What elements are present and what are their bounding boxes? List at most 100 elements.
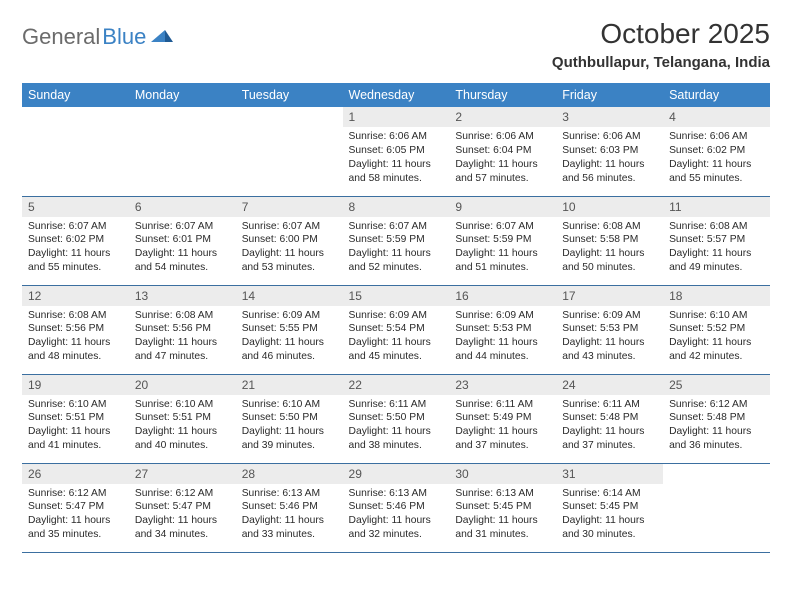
sunset-text: Sunset: 6:05 PM bbox=[349, 144, 444, 158]
calendar-cell bbox=[236, 107, 343, 196]
month-title: October 2025 bbox=[552, 18, 770, 50]
sunset-text: Sunset: 5:47 PM bbox=[135, 500, 230, 514]
sunrise-text: Sunrise: 6:11 AM bbox=[455, 398, 550, 412]
header: GeneralBlue October 2025 Quthbullapur, T… bbox=[22, 18, 770, 77]
calendar-cell: 12Sunrise: 6:08 AMSunset: 5:56 PMDayligh… bbox=[22, 285, 129, 374]
sunset-text: Sunset: 5:49 PM bbox=[455, 411, 550, 425]
sunset-text: Sunset: 5:46 PM bbox=[349, 500, 444, 514]
calendar-cell: 24Sunrise: 6:11 AMSunset: 5:48 PMDayligh… bbox=[556, 374, 663, 463]
sunrise-text: Sunrise: 6:12 AM bbox=[669, 398, 764, 412]
daylight-text: Daylight: 11 hours and 49 minutes. bbox=[669, 247, 764, 275]
sunrise-text: Sunrise: 6:14 AM bbox=[562, 487, 657, 501]
daylight-text: Daylight: 11 hours and 35 minutes. bbox=[28, 514, 123, 542]
sunset-text: Sunset: 6:00 PM bbox=[242, 233, 337, 247]
sunset-text: Sunset: 5:52 PM bbox=[669, 322, 764, 336]
calendar-cell: 26Sunrise: 6:12 AMSunset: 5:47 PMDayligh… bbox=[22, 463, 129, 552]
calendar-cell: 8Sunrise: 6:07 AMSunset: 5:59 PMDaylight… bbox=[343, 196, 450, 285]
calendar-cell: 29Sunrise: 6:13 AMSunset: 5:46 PMDayligh… bbox=[343, 463, 450, 552]
calendar-cell: 5Sunrise: 6:07 AMSunset: 6:02 PMDaylight… bbox=[22, 196, 129, 285]
sunset-text: Sunset: 5:56 PM bbox=[28, 322, 123, 336]
day-number: 13 bbox=[129, 286, 236, 306]
day-number: 6 bbox=[129, 197, 236, 217]
calendar-cell: 15Sunrise: 6:09 AMSunset: 5:54 PMDayligh… bbox=[343, 285, 450, 374]
sunrise-text: Sunrise: 6:07 AM bbox=[455, 220, 550, 234]
day-number: 18 bbox=[663, 286, 770, 306]
calendar-row: 5Sunrise: 6:07 AMSunset: 6:02 PMDaylight… bbox=[22, 196, 770, 285]
daylight-text: Daylight: 11 hours and 52 minutes. bbox=[349, 247, 444, 275]
calendar-row: 26Sunrise: 6:12 AMSunset: 5:47 PMDayligh… bbox=[22, 463, 770, 552]
day-body: Sunrise: 6:08 AMSunset: 5:57 PMDaylight:… bbox=[663, 217, 770, 280]
calendar-cell: 11Sunrise: 6:08 AMSunset: 5:57 PMDayligh… bbox=[663, 196, 770, 285]
calendar-cell: 7Sunrise: 6:07 AMSunset: 6:00 PMDaylight… bbox=[236, 196, 343, 285]
sunset-text: Sunset: 5:58 PM bbox=[562, 233, 657, 247]
col-tuesday: Tuesday bbox=[236, 83, 343, 107]
sunrise-text: Sunrise: 6:09 AM bbox=[349, 309, 444, 323]
sunset-text: Sunset: 5:45 PM bbox=[455, 500, 550, 514]
sunset-text: Sunset: 5:50 PM bbox=[349, 411, 444, 425]
sunset-text: Sunset: 6:02 PM bbox=[28, 233, 123, 247]
daylight-text: Daylight: 11 hours and 51 minutes. bbox=[455, 247, 550, 275]
day-body: Sunrise: 6:12 AMSunset: 5:47 PMDaylight:… bbox=[22, 484, 129, 547]
daylight-text: Daylight: 11 hours and 46 minutes. bbox=[242, 336, 337, 364]
day-number: 4 bbox=[663, 107, 770, 127]
sunset-text: Sunset: 5:54 PM bbox=[349, 322, 444, 336]
sunset-text: Sunset: 5:53 PM bbox=[562, 322, 657, 336]
daylight-text: Daylight: 11 hours and 47 minutes. bbox=[135, 336, 230, 364]
calendar-cell: 28Sunrise: 6:13 AMSunset: 5:46 PMDayligh… bbox=[236, 463, 343, 552]
day-body: Sunrise: 6:14 AMSunset: 5:45 PMDaylight:… bbox=[556, 484, 663, 547]
calendar-cell: 20Sunrise: 6:10 AMSunset: 5:51 PMDayligh… bbox=[129, 374, 236, 463]
calendar-cell: 1Sunrise: 6:06 AMSunset: 6:05 PMDaylight… bbox=[343, 107, 450, 196]
day-body: Sunrise: 6:08 AMSunset: 5:56 PMDaylight:… bbox=[129, 306, 236, 369]
sunset-text: Sunset: 5:45 PM bbox=[562, 500, 657, 514]
day-number: 23 bbox=[449, 375, 556, 395]
day-number: 9 bbox=[449, 197, 556, 217]
day-number: 10 bbox=[556, 197, 663, 217]
location: Quthbullapur, Telangana, India bbox=[552, 54, 770, 71]
col-thursday: Thursday bbox=[449, 83, 556, 107]
sunrise-text: Sunrise: 6:09 AM bbox=[562, 309, 657, 323]
day-body: Sunrise: 6:08 AMSunset: 5:56 PMDaylight:… bbox=[22, 306, 129, 369]
day-number: 27 bbox=[129, 464, 236, 484]
day-number: 21 bbox=[236, 375, 343, 395]
sunset-text: Sunset: 5:46 PM bbox=[242, 500, 337, 514]
day-number: 8 bbox=[343, 197, 450, 217]
sunset-text: Sunset: 6:04 PM bbox=[455, 144, 550, 158]
day-number: 26 bbox=[22, 464, 129, 484]
sunset-text: Sunset: 6:03 PM bbox=[562, 144, 657, 158]
day-number: 1 bbox=[343, 107, 450, 127]
sunrise-text: Sunrise: 6:07 AM bbox=[135, 220, 230, 234]
day-body: Sunrise: 6:06 AMSunset: 6:03 PMDaylight:… bbox=[556, 127, 663, 190]
calendar-cell: 18Sunrise: 6:10 AMSunset: 5:52 PMDayligh… bbox=[663, 285, 770, 374]
sunset-text: Sunset: 6:01 PM bbox=[135, 233, 230, 247]
calendar-cell: 6Sunrise: 6:07 AMSunset: 6:01 PMDaylight… bbox=[129, 196, 236, 285]
col-friday: Friday bbox=[556, 83, 663, 107]
calendar-cell: 21Sunrise: 6:10 AMSunset: 5:50 PMDayligh… bbox=[236, 374, 343, 463]
day-number: 28 bbox=[236, 464, 343, 484]
calendar-cell: 25Sunrise: 6:12 AMSunset: 5:48 PMDayligh… bbox=[663, 374, 770, 463]
daylight-text: Daylight: 11 hours and 56 minutes. bbox=[562, 158, 657, 186]
day-body: Sunrise: 6:07 AMSunset: 6:00 PMDaylight:… bbox=[236, 217, 343, 280]
day-body: Sunrise: 6:06 AMSunset: 6:04 PMDaylight:… bbox=[449, 127, 556, 190]
day-number: 24 bbox=[556, 375, 663, 395]
sunrise-text: Sunrise: 6:09 AM bbox=[242, 309, 337, 323]
day-body: Sunrise: 6:10 AMSunset: 5:52 PMDaylight:… bbox=[663, 306, 770, 369]
logo-text-2: Blue bbox=[102, 24, 146, 50]
day-number: 16 bbox=[449, 286, 556, 306]
col-monday: Monday bbox=[129, 83, 236, 107]
calendar-cell: 10Sunrise: 6:08 AMSunset: 5:58 PMDayligh… bbox=[556, 196, 663, 285]
day-body: Sunrise: 6:10 AMSunset: 5:50 PMDaylight:… bbox=[236, 395, 343, 458]
calendar-cell: 23Sunrise: 6:11 AMSunset: 5:49 PMDayligh… bbox=[449, 374, 556, 463]
daylight-text: Daylight: 11 hours and 44 minutes. bbox=[455, 336, 550, 364]
daylight-text: Daylight: 11 hours and 58 minutes. bbox=[349, 158, 444, 186]
sunrise-text: Sunrise: 6:08 AM bbox=[669, 220, 764, 234]
sunrise-text: Sunrise: 6:10 AM bbox=[669, 309, 764, 323]
calendar-row: 19Sunrise: 6:10 AMSunset: 5:51 PMDayligh… bbox=[22, 374, 770, 463]
calendar-cell: 31Sunrise: 6:14 AMSunset: 5:45 PMDayligh… bbox=[556, 463, 663, 552]
sunrise-text: Sunrise: 6:07 AM bbox=[242, 220, 337, 234]
daylight-text: Daylight: 11 hours and 42 minutes. bbox=[669, 336, 764, 364]
calendar-cell: 3Sunrise: 6:06 AMSunset: 6:03 PMDaylight… bbox=[556, 107, 663, 196]
day-body: Sunrise: 6:09 AMSunset: 5:53 PMDaylight:… bbox=[556, 306, 663, 369]
sunrise-text: Sunrise: 6:07 AM bbox=[349, 220, 444, 234]
day-number: 11 bbox=[663, 197, 770, 217]
calendar-row: 12Sunrise: 6:08 AMSunset: 5:56 PMDayligh… bbox=[22, 285, 770, 374]
